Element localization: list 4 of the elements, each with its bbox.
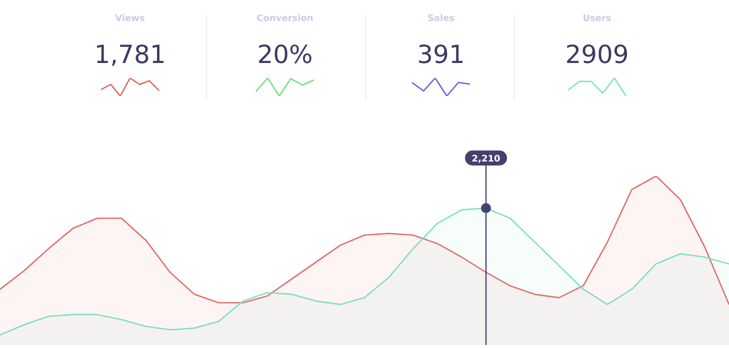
text: 1,781 (93, 40, 167, 69)
text: 391 (416, 40, 466, 69)
text: 2909 (564, 40, 630, 69)
text: 20% (256, 40, 314, 69)
